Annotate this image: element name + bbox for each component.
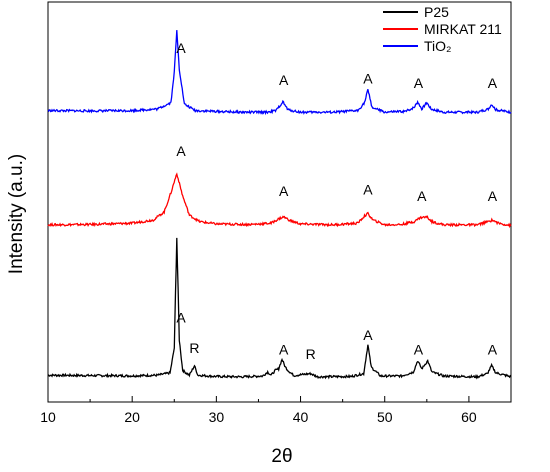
legend-label: MIRKAT 211 xyxy=(424,21,502,37)
phase-annotation: R xyxy=(189,340,199,356)
legend-label: TiO₂ xyxy=(424,38,451,54)
legend-label: P25 xyxy=(424,4,449,20)
x-tick-label: 60 xyxy=(461,409,477,425)
phase-annotation: A xyxy=(488,75,498,91)
x-axis-label: 2θ xyxy=(271,446,292,467)
series-line xyxy=(47,172,512,229)
phase-annotation: A xyxy=(414,341,424,357)
phase-annotation: A xyxy=(488,341,498,357)
annotation-layer: AR A RAA AAA A A AAA A A A xyxy=(176,40,497,362)
phase-annotation: A xyxy=(363,70,373,86)
phase-annotation: A xyxy=(417,188,427,204)
phase-annotation: A xyxy=(488,188,498,204)
phase-annotation: R xyxy=(306,346,316,362)
phase-annotation: A xyxy=(176,309,186,325)
x-tick-label: 20 xyxy=(124,409,140,425)
phase-annotation: A xyxy=(363,327,373,343)
series-line xyxy=(47,30,512,116)
phase-annotation: A xyxy=(176,143,186,159)
x-tick-label: 40 xyxy=(293,409,309,425)
series-line xyxy=(47,237,512,380)
phase-annotation: A xyxy=(414,75,424,91)
x-tick-label: 30 xyxy=(209,409,225,425)
y-axis-label: Intensity (a.u.) xyxy=(6,154,27,274)
plot-frame xyxy=(47,1,512,403)
series-layer xyxy=(47,30,512,380)
x-axis-ticks: 10 20 30 40 50 60 xyxy=(40,396,477,425)
x-tick-label: 50 xyxy=(377,409,393,425)
phase-annotation: A xyxy=(176,40,186,56)
x-tick-label: 10 xyxy=(40,409,56,425)
phase-annotation: A xyxy=(363,181,373,197)
phase-annotation: A xyxy=(279,183,289,199)
phase-annotation: A xyxy=(279,341,289,357)
phase-annotation: A xyxy=(279,72,289,88)
